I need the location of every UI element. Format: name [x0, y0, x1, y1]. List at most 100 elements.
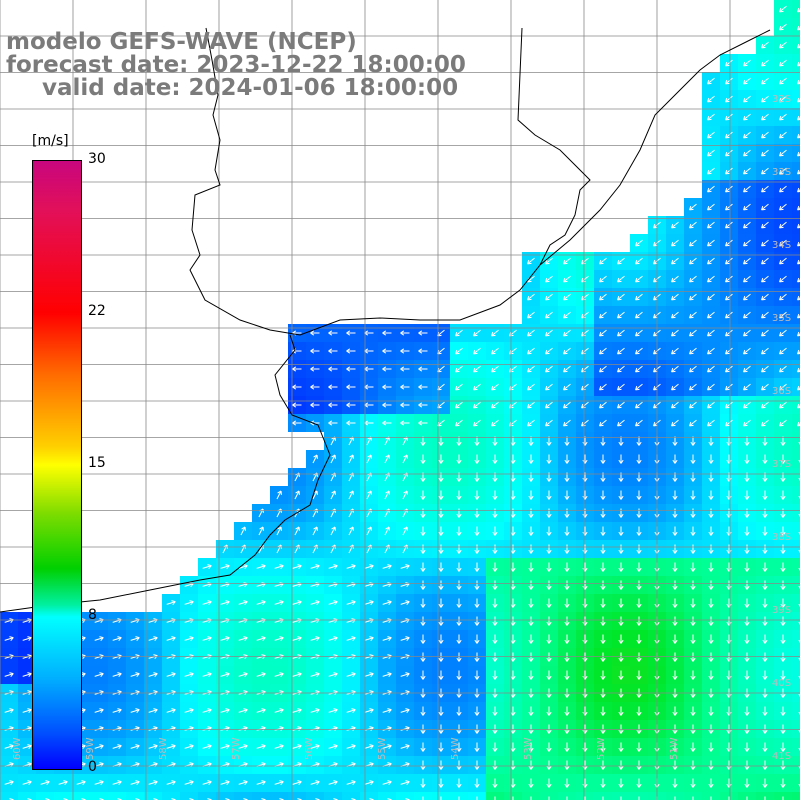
- longitude-labels: 60W 59W 58W 57W 56W 55W 54W 53W 52W 51W: [12, 737, 680, 760]
- wind-arrow: [256, 636, 266, 642]
- wind-arrow: [600, 760, 606, 770]
- wind-arrow: [690, 598, 696, 608]
- wind-arrow: [473, 419, 481, 427]
- wind-arrow: [779, 131, 787, 139]
- wind-arrow: [456, 562, 462, 572]
- wind-arrow: [761, 59, 769, 67]
- wind-arrow: [456, 508, 462, 518]
- wind-speed-cell: [792, 324, 800, 342]
- wind-arrow: [166, 708, 176, 714]
- wind-arrow: [563, 401, 571, 409]
- longitude-label: 57W: [231, 737, 242, 760]
- wind-arrow: [400, 600, 410, 606]
- wind-speed-cell: [432, 792, 450, 800]
- wind-arrow: [528, 490, 534, 500]
- wind-speed-cell: [792, 18, 800, 36]
- wind-arrow: [690, 652, 696, 662]
- wind-arrow: [779, 5, 787, 13]
- longitude-label: 58W: [158, 737, 169, 760]
- wind-arrow: [566, 796, 568, 800]
- wind-arrow: [528, 580, 534, 590]
- wind-arrow: [420, 634, 426, 644]
- colorbar-unit-label: [m/s]: [32, 133, 69, 149]
- wind-speed-cell: [792, 72, 800, 90]
- wind-arrow: [420, 544, 426, 554]
- wind-arrow: [725, 347, 733, 355]
- wind-arrow: [545, 329, 553, 337]
- wind-arrow: [672, 454, 678, 464]
- wind-arrow: [708, 490, 714, 500]
- wind-arrow: [4, 744, 14, 750]
- wind-arrow: [743, 365, 751, 373]
- wind-arrow: [743, 185, 751, 193]
- wind-arrow: [672, 616, 678, 626]
- wind-speed-cell: [90, 792, 108, 800]
- wind-arrow: [581, 347, 589, 355]
- wind-arrow: [420, 742, 426, 752]
- wind-arrow: [780, 490, 786, 500]
- wind-arrow: [184, 744, 194, 750]
- wind-arrow: [600, 724, 606, 734]
- wind-arrow: [617, 329, 625, 337]
- wind-arrow: [364, 600, 374, 606]
- wind-arrow: [22, 636, 32, 642]
- wind-arrow: [117, 798, 122, 800]
- wind-speed-cell: [288, 792, 306, 800]
- wind-arrow: [690, 562, 696, 572]
- wind-arrow: [743, 77, 751, 85]
- wind-arrow: [744, 490, 750, 500]
- wind-arrow: [330, 490, 336, 500]
- wind-arrow: [202, 780, 212, 786]
- wind-arrow: [618, 454, 624, 464]
- wind-arrow: [743, 167, 751, 175]
- wind-arrow: [382, 672, 392, 678]
- wind-arrow: [780, 742, 786, 752]
- wind-arrow: [743, 221, 751, 229]
- wind-arrow: [689, 401, 697, 409]
- wind-arrow: [528, 724, 534, 734]
- wind-arrow: [456, 526, 462, 536]
- wind-arrow: [328, 708, 338, 714]
- wind-arrow: [438, 742, 444, 752]
- wind-arrow: [294, 490, 300, 500]
- wind-arrow: [636, 562, 642, 572]
- wind-arrow: [256, 672, 266, 678]
- wind-arrow: [438, 616, 444, 626]
- wind-arrow: [761, 383, 769, 391]
- wind-arrow: [238, 600, 248, 606]
- wind-arrow: [708, 778, 714, 788]
- wind-arrow: [762, 616, 768, 626]
- wind-arrow: [27, 798, 32, 800]
- wind-arrow: [564, 724, 570, 734]
- wind-arrow: [689, 419, 697, 427]
- wind-arrow: [494, 796, 496, 800]
- latitude-label: 36S: [772, 386, 791, 397]
- wind-arrow: [744, 724, 750, 734]
- wind-arrow: [780, 670, 786, 680]
- wind-arrow: [400, 564, 410, 570]
- colorbar-tick-8: 8: [88, 607, 97, 623]
- wind-arrow: [600, 436, 606, 446]
- wind-arrow: [708, 652, 714, 662]
- wind-arrow: [708, 454, 714, 464]
- wind-arrow: [297, 798, 302, 800]
- wind-arrow: [81, 798, 86, 800]
- wind-arrow: [148, 636, 158, 642]
- wind-arrow: [725, 311, 733, 319]
- wind-arrow: [292, 600, 302, 606]
- wind-arrow: [348, 490, 354, 500]
- wind-arrow: [528, 526, 534, 536]
- wind-arrow: [636, 724, 642, 734]
- latitude-labels: 32S 33S 34S 35S 36S 37S 38S 39S 40S 41S: [772, 94, 791, 762]
- wind-speed-cell: [792, 108, 800, 126]
- wind-arrow: [310, 564, 320, 570]
- wind-arrow: [366, 454, 372, 464]
- wind-arrow: [564, 544, 570, 554]
- wind-arrow: [600, 490, 606, 500]
- wind-speed-cell: [792, 738, 800, 756]
- wind-arrow: [364, 672, 374, 678]
- wind-arrow: [292, 564, 302, 570]
- wind-arrow: [274, 780, 284, 786]
- wind-speed-cell: [468, 792, 486, 800]
